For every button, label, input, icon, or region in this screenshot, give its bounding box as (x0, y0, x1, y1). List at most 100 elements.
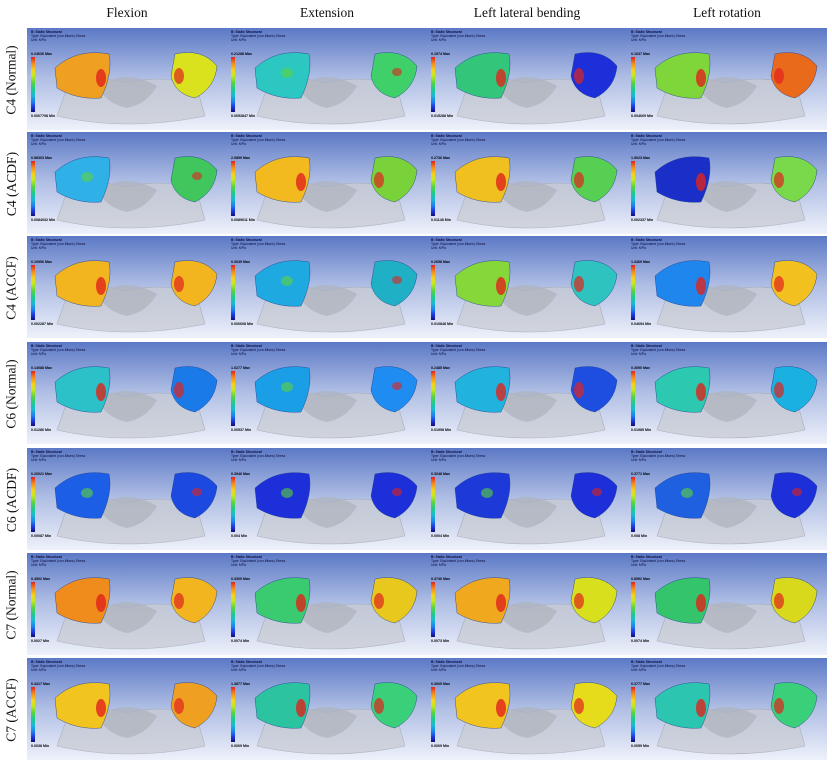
vertebral-foramen (97, 707, 157, 738)
min-label: 0.0069 Min (231, 744, 250, 748)
stress-hotspot (392, 382, 402, 390)
fea-panel: B: Static Structural Type: Equivalent (vo… (427, 448, 627, 550)
stress-hotspot (696, 594, 706, 612)
color-legend (31, 57, 35, 112)
vertebra-render (454, 156, 618, 229)
panel-stress-type: Type: Equivalent (von-Mises) Stress (431, 138, 486, 142)
vertebral-foramen (97, 602, 157, 633)
stress-hotspot (574, 698, 584, 714)
color-legend (31, 161, 35, 216)
stress-hotspot (496, 173, 506, 191)
left-facet (254, 156, 311, 203)
vertebral-foramen (297, 391, 357, 422)
panel-stress-type: Type: Equivalent (von-Mises) Stress (231, 242, 286, 246)
max-label: 0.10956 Max (31, 260, 52, 264)
panel-header: B: Static Structural Type: Equivalent (vo… (631, 660, 685, 672)
stress-hotspot (174, 276, 184, 292)
min-label: 0.0089611 Min (231, 218, 255, 222)
left-facet (654, 156, 711, 203)
min-label: 0.0073 Min (431, 639, 450, 643)
left-facet (654, 682, 711, 729)
vertebra-render (454, 260, 618, 333)
color-legend (231, 582, 235, 637)
vertebral-foramen (497, 285, 557, 316)
left-facet (254, 577, 311, 624)
panel-stress-type: Type: Equivalent (von-Mises) Stress (231, 34, 286, 38)
vertebral-foramen (697, 497, 757, 528)
stress-hotspot (496, 594, 506, 612)
color-legend (631, 161, 635, 216)
max-label: 1.3469 Max (631, 260, 650, 264)
panel-header: B: Static Structural Type: Equivalent (vo… (631, 134, 685, 146)
color-legend (631, 371, 635, 426)
max-label: 1.9023 Max (631, 156, 650, 160)
color-legend (31, 265, 35, 320)
stress-hotspot (792, 488, 802, 496)
fea-panel: B: Static Structural Type: Equivalent (vo… (627, 236, 827, 338)
vertebra-render (254, 472, 418, 545)
vertebra-render (454, 366, 618, 439)
column-header: Left rotation (693, 5, 761, 20)
max-label: 0.3746 Max (431, 577, 450, 581)
panel-title: B: Static Structural (231, 660, 262, 664)
max-label: 0.3065 Max (431, 682, 450, 686)
vertebra-render (254, 366, 418, 439)
max-label: 0.3771 Max (631, 472, 650, 476)
right-facet (370, 472, 418, 519)
vertebra-render (254, 682, 418, 755)
vertebral-foramen (97, 391, 157, 422)
panel-unit: Unit: MPa (231, 563, 246, 567)
max-label: 0.21288 Max (231, 52, 252, 56)
max-label: 0.14088 Max (31, 366, 52, 370)
panel-unit: Unit: MPa (631, 38, 646, 42)
panel-header: B: Static Structural Type: Equivalent (vo… (231, 344, 285, 356)
fea-panel: B: Static Structural Type: Equivalent (vo… (27, 132, 227, 234)
min-label: 0.008 Min (631, 534, 648, 538)
panel-title: B: Static Structural (231, 344, 262, 348)
left-facet (654, 366, 711, 413)
panel-header: B: Static Structural Type: Equivalent (vo… (231, 30, 285, 42)
panel-unit: Unit: MPa (431, 352, 446, 356)
fea-panel: B: Static Structural Type: Equivalent (vo… (27, 342, 227, 444)
row-label-text: C7 (ACCF) (4, 678, 20, 742)
panel-title: B: Static Structural (31, 344, 62, 348)
panel-header: B: Static Structural Type: Equivalent (vo… (31, 134, 85, 146)
panel-unit: Unit: MPa (31, 142, 46, 146)
panel-stress-type: Type: Equivalent (von-Mises) Stress (231, 559, 286, 563)
stress-hotspot (574, 593, 584, 609)
vertebral-foramen (497, 497, 557, 528)
fea-panel: B: Static Structural Type: Equivalent (vo… (27, 448, 227, 550)
min-label: 0.002287 Min (31, 322, 54, 326)
panel-title: B: Static Structural (231, 238, 262, 242)
stress-hotspot (296, 173, 306, 191)
panel-header: B: Static Structural Type: Equivalent (vo… (31, 344, 85, 356)
panel-unit: Unit: MPa (231, 668, 246, 672)
stress-hotspot (96, 383, 106, 401)
panel-header: B: Static Structural Type: Equivalent (vo… (31, 450, 85, 462)
fea-panel: B: Static Structural Type: Equivalent (vo… (427, 28, 627, 130)
panel-title: B: Static Structural (31, 555, 62, 559)
stress-hotspot (574, 172, 584, 188)
stress-spot (281, 488, 293, 498)
stress-hotspot (374, 172, 384, 188)
right-facet (570, 156, 618, 203)
vertebra-render (454, 52, 618, 125)
left-facet (54, 366, 111, 413)
stress-hotspot (574, 276, 584, 292)
vertebra-render (654, 260, 818, 333)
right-facet (770, 682, 818, 729)
panel-title: B: Static Structural (431, 450, 462, 454)
min-label: 0.01998 Min (431, 428, 452, 432)
panel-header: B: Static Structural Type: Equivalent (vo… (631, 555, 685, 567)
panel-unit: Unit: MPa (431, 246, 446, 250)
panel-unit: Unit: MPa (31, 246, 46, 250)
color-legend (31, 687, 35, 742)
left-facet (454, 260, 511, 307)
panel-stress-type: Type: Equivalent (von-Mises) Stress (31, 348, 86, 352)
panel-unit: Unit: MPa (431, 38, 446, 42)
fea-panel: B: Static Structural Type: Equivalent (vo… (627, 658, 827, 760)
vertebral-foramen (697, 285, 757, 316)
fea-panel: B: Static Structural Type: Equivalent (vo… (227, 448, 427, 550)
panel-unit: Unit: MPa (431, 668, 446, 672)
right-facet (170, 260, 218, 307)
